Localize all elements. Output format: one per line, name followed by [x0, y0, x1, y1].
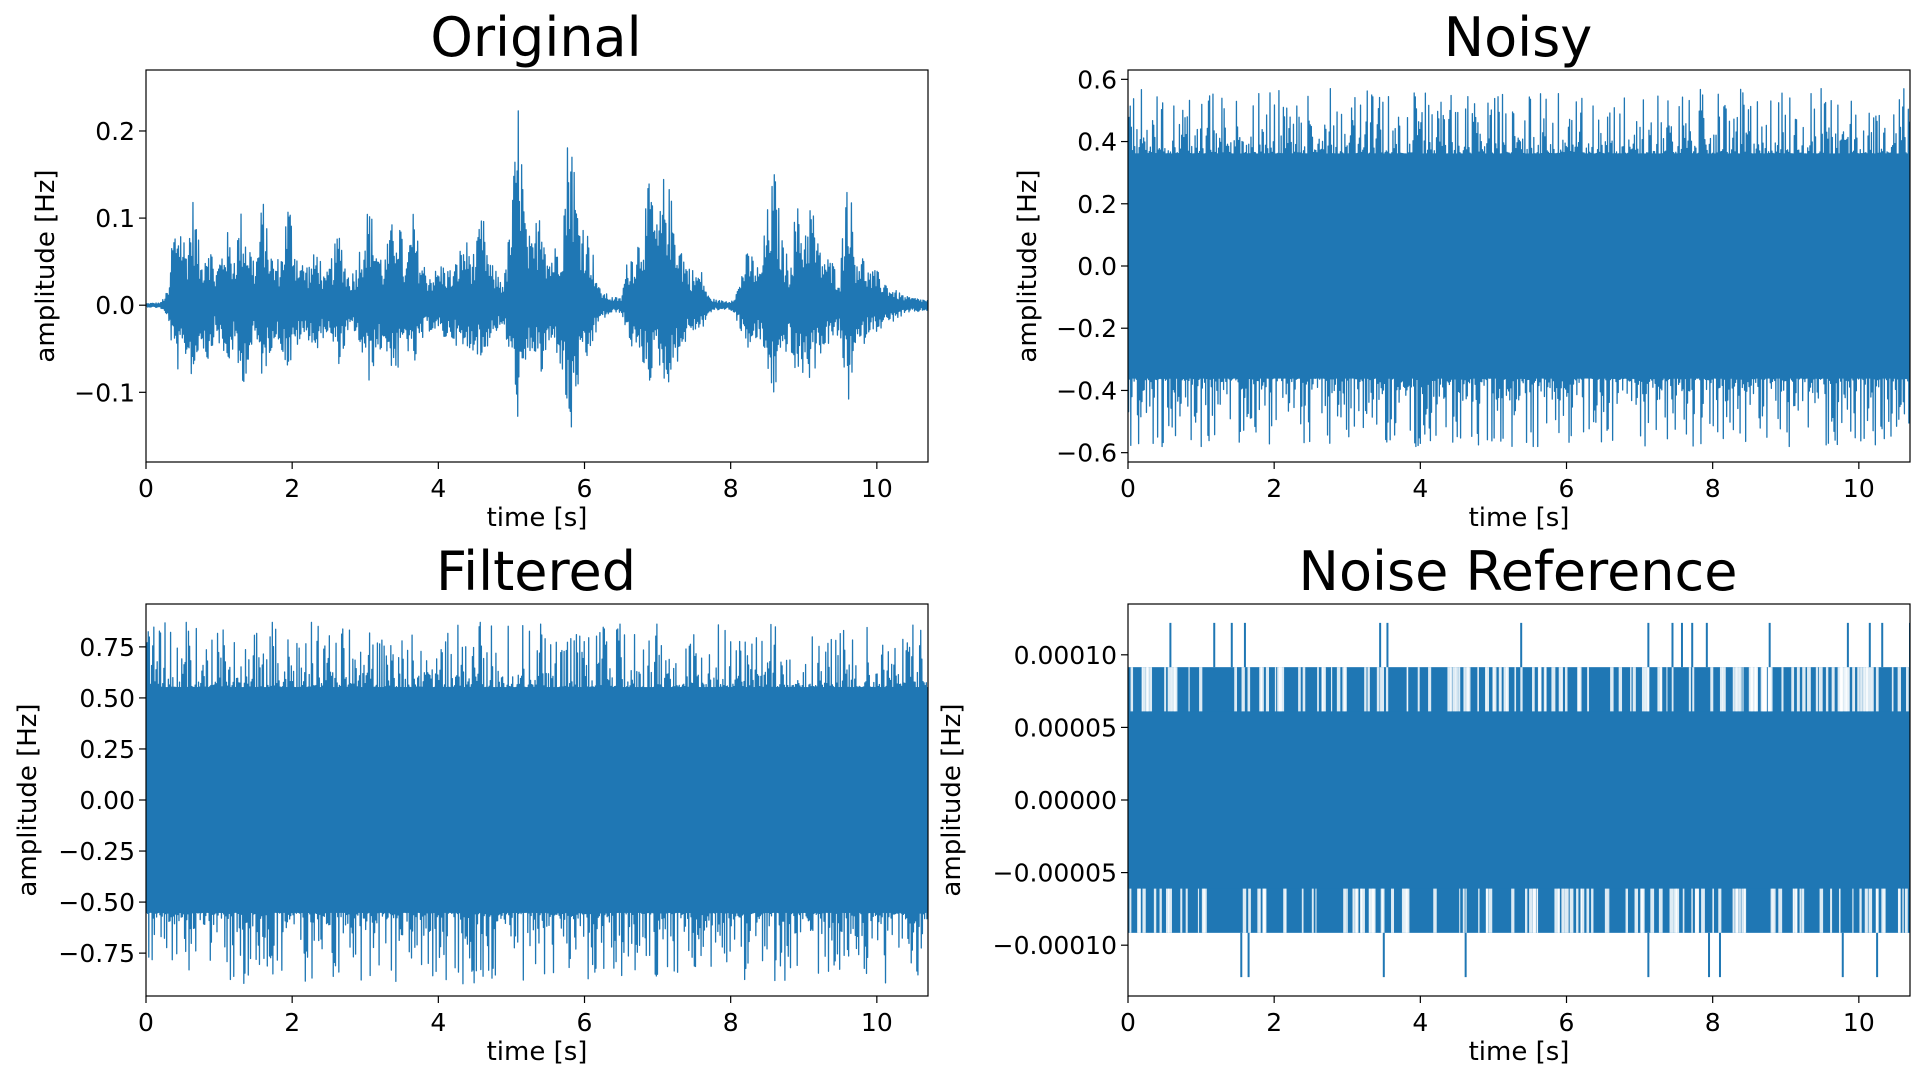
y-tick-label: −0.50 [58, 888, 135, 917]
axes-frame [145, 69, 929, 463]
y-tick-label: 0.00000 [1014, 786, 1117, 815]
x-tick-label: 0 [138, 474, 154, 503]
x-tick-label: 8 [1705, 1008, 1721, 1037]
y-tick-label: 0.2 [1077, 190, 1117, 219]
plot-area [1128, 622, 1910, 978]
x-axis-label: time [s] [487, 1037, 588, 1067]
y-axis-label: amplitude [Hz] [31, 169, 61, 362]
y-tick-label: 0.50 [79, 684, 135, 713]
y-tick-label: 0.00005 [1014, 713, 1117, 742]
x-tick-label: 10 [1843, 474, 1875, 503]
y-ticks: −0.1 0.0 0.1 0.2 [74, 117, 146, 407]
x-tick-label: 10 [861, 1008, 893, 1037]
x-tick-label: 0 [1120, 1008, 1136, 1037]
x-tick-label: 0 [138, 1008, 154, 1037]
y-tick-label: 0.00010 [1014, 641, 1117, 670]
x-tick-label: 4 [1412, 474, 1428, 503]
y-tick-label: 0.00 [79, 786, 135, 815]
y-tick-label: −0.1 [74, 378, 135, 407]
x-tick-label: 4 [430, 474, 446, 503]
signal-line [1128, 88, 1910, 448]
x-tick-label: 6 [577, 474, 593, 503]
x-axis-label: time [s] [1469, 503, 1570, 533]
subplot-noisy: Noisy −0.6 −0.4 −0.2 0.0 0.2 0.4 0.6 0 2 4 6 8 10 t… [1013, 6, 1911, 533]
subplot-title: Filtered [436, 540, 636, 603]
x-tick-label: 6 [1559, 1008, 1575, 1037]
y-ticks: −0.00010 −0.00005 0.00000 0.00005 0.00010 [993, 641, 1128, 960]
y-tick-label: 0.75 [79, 633, 135, 662]
band-gaps [1129, 667, 1909, 933]
x-tick-label: 6 [577, 1008, 593, 1037]
y-tick-label: 0.1 [95, 204, 135, 233]
y-tick-label: −0.00010 [993, 931, 1117, 960]
x-tick-label: 2 [284, 474, 300, 503]
plot-area [146, 110, 928, 428]
x-tick-label: 10 [861, 474, 893, 503]
x-ticks: 0 2 4 6 8 10 [138, 462, 893, 503]
x-tick-label: 8 [1705, 474, 1721, 503]
y-tick-label: 0.2 [95, 117, 135, 146]
x-tick-label: 8 [723, 1008, 739, 1037]
x-tick-label: 4 [1412, 1008, 1428, 1037]
x-ticks: 0 2 4 6 8 10 [138, 996, 893, 1037]
x-axis-label: time [s] [1469, 1037, 1570, 1067]
x-tick-label: 6 [1559, 474, 1575, 503]
y-tick-label: 0.0 [1077, 252, 1117, 281]
y-tick-label: 0.4 [1077, 128, 1117, 157]
y-ticks: −0.75 −0.50 −0.25 0.00 0.25 0.50 0.75 [58, 633, 146, 968]
y-tick-label: −0.25 [58, 837, 135, 866]
y-axis-label: amplitude [Hz] [13, 703, 43, 896]
y-tick-label: −0.2 [1056, 314, 1117, 343]
x-ticks: 0 2 4 6 8 10 [1120, 462, 1875, 503]
signal-line [146, 621, 928, 985]
x-tick-label: 2 [1266, 1008, 1282, 1037]
subplot-original: Original −0.10.00.10.2 0 2 4 6 8 10 time [s] … [31, 6, 929, 533]
x-tick-label: 8 [723, 474, 739, 503]
y-tick-label: 0.25 [79, 735, 135, 764]
subplot-filtered: Filtered −0.75 −0.50 −0.25 0.00 0.25 0.50 0.75… [13, 540, 929, 1067]
plot-area [1128, 88, 1910, 448]
y-axis-label: amplitude [Hz] [1013, 169, 1043, 362]
y-axis-label: amplitude [Hz] [937, 703, 967, 896]
x-tick-label: 4 [430, 1008, 446, 1037]
y-tick-label: −0.6 [1056, 439, 1117, 468]
y-tick-label: −0.75 [58, 939, 135, 968]
subplot-noise-reference: Noise Reference −0.00010 −0.00005 0.00000 0… [937, 540, 1911, 1067]
x-ticks: 0 2 4 6 8 10 [1120, 996, 1875, 1037]
x-axis-label: time [s] [487, 503, 588, 533]
x-tick-label: 0 [1120, 474, 1136, 503]
x-tick-label: 2 [1266, 474, 1282, 503]
y-tick-label: −0.4 [1056, 376, 1117, 405]
subplot-title: Original [430, 6, 641, 69]
y-ticks: −0.6 −0.4 −0.2 0.0 0.2 0.4 0.6 [1056, 65, 1128, 468]
x-tick-label: 10 [1843, 1008, 1875, 1037]
subplot-title: Noise Reference [1299, 540, 1738, 603]
plot-area [146, 621, 928, 985]
y-tick-label: 0.6 [1077, 65, 1117, 94]
signal-line [146, 110, 928, 428]
y-tick-label: 0.0 [95, 291, 135, 320]
x-tick-label: 2 [284, 1008, 300, 1037]
y-tick-label: −0.00005 [993, 859, 1117, 888]
subplot-title: Noisy [1444, 6, 1593, 69]
